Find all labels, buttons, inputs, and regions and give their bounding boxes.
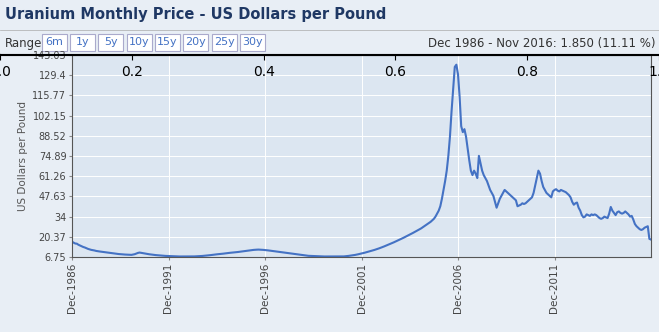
FancyBboxPatch shape — [212, 34, 237, 51]
Text: 25y: 25y — [214, 37, 235, 47]
Text: 15y: 15y — [157, 37, 178, 47]
Text: 20y: 20y — [185, 37, 206, 47]
Text: 30y: 30y — [242, 37, 263, 47]
Text: Range: Range — [5, 37, 43, 50]
Text: 5y: 5y — [104, 37, 117, 47]
FancyBboxPatch shape — [127, 34, 152, 51]
FancyBboxPatch shape — [240, 34, 265, 51]
Text: Uranium Monthly Price - US Dollars per Pound: Uranium Monthly Price - US Dollars per P… — [5, 8, 387, 23]
Text: 1y: 1y — [76, 37, 89, 47]
FancyBboxPatch shape — [155, 34, 180, 51]
FancyBboxPatch shape — [98, 34, 123, 51]
Y-axis label: US Dollars per Pound: US Dollars per Pound — [18, 101, 28, 211]
FancyBboxPatch shape — [42, 34, 67, 51]
FancyBboxPatch shape — [183, 34, 208, 51]
FancyBboxPatch shape — [70, 34, 95, 51]
Text: 6m: 6m — [45, 37, 63, 47]
Text: Dec 1986 - Nov 2016: 1.850 (11.11 %): Dec 1986 - Nov 2016: 1.850 (11.11 %) — [428, 37, 656, 50]
Text: 10y: 10y — [129, 37, 150, 47]
